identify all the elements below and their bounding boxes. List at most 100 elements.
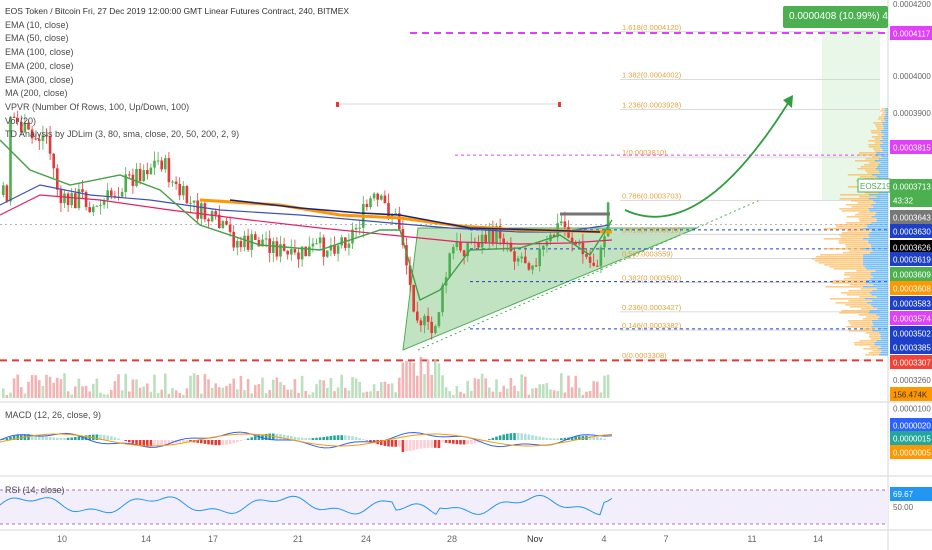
macd-histogram-bar: [354, 437, 358, 440]
volume-bar: [498, 392, 502, 398]
vpvr-bar: [868, 146, 881, 148]
macd-histogram-bar: [308, 438, 311, 440]
macd-histogram-bar: [488, 439, 491, 440]
vpvr-bar: [824, 264, 863, 266]
candle-body: [275, 241, 279, 257]
volume-bar: [372, 384, 376, 398]
volume-bar: [311, 392, 315, 398]
candle-body: [326, 250, 329, 257]
macd-histogram-bar: [106, 435, 109, 440]
vpvr-bar: [876, 152, 888, 154]
vpvr-bar: [880, 352, 888, 354]
macd-histogram-bar: [455, 440, 459, 445]
macd-histogram-bar: [538, 436, 541, 440]
study-ema-200[interactable]: EMA (200, close): [5, 60, 74, 71]
price-label-bg: [890, 224, 932, 238]
vpvr-bar: [872, 350, 882, 352]
vpvr-bar: [863, 256, 888, 258]
study-td-analysis[interactable]: TD Analysis by JDLim (3, 80, sma, close,…: [5, 129, 240, 140]
vpvr-bar: [863, 260, 888, 262]
volume-bar: [52, 382, 55, 398]
price-label-text: 0.0003609: [893, 271, 931, 280]
study-volume[interactable]: Vol (20): [5, 115, 37, 126]
vpvr-bar: [880, 110, 885, 112]
vpvr-bar: [840, 194, 869, 196]
volume-bar: [110, 389, 113, 398]
candle-body: [149, 167, 153, 175]
volume-bar: [538, 384, 541, 398]
candle-body: [228, 224, 232, 232]
candle-body: [498, 226, 502, 239]
macd-histogram-bar: [426, 440, 430, 448]
study-ma-200[interactable]: MA (200, close): [5, 88, 68, 99]
macd-histogram-bar: [495, 436, 498, 440]
volume-bar: [178, 392, 181, 398]
candle-body: [124, 174, 127, 193]
candle-body: [286, 250, 289, 255]
vpvr-bar: [859, 196, 877, 198]
study-ema-100[interactable]: EMA (100, close): [5, 47, 74, 58]
vpvr-bar: [857, 202, 876, 204]
vpvr-bar: [875, 270, 888, 272]
vpvr-bar: [850, 276, 873, 278]
candle-body: [534, 265, 538, 267]
candle-body: [300, 246, 304, 260]
volume-bar: [333, 391, 336, 398]
volume-bar: [556, 391, 559, 398]
vpvr-bar: [871, 204, 888, 206]
volume-bar: [585, 391, 588, 398]
macd-histogram-bar: [138, 440, 142, 446]
macd-histogram-bar: [228, 440, 232, 445]
volume-bar: [502, 385, 505, 398]
vpvr-bar: [846, 216, 872, 218]
macd-histogram-bar: [416, 440, 419, 450]
candle-body: [387, 203, 390, 217]
macd-title[interactable]: MACD (12, 26, close, 9): [5, 410, 102, 420]
candle-body: [74, 193, 77, 209]
vpvr-bar: [848, 290, 873, 292]
volume-bar: [106, 394, 109, 398]
study-ema-50[interactable]: EMA (50, close): [5, 33, 69, 44]
macd-line: [0, 431, 613, 449]
candle-body: [603, 236, 606, 248]
volume-bar: [174, 390, 178, 398]
vpvr-bar: [871, 326, 888, 328]
vpvr-bar: [863, 264, 888, 266]
volume-bar: [74, 386, 77, 398]
macd-histogram-bar: [56, 437, 59, 440]
volume-bar: [261, 377, 264, 398]
rsi-title[interactable]: RSI (14, close): [5, 485, 65, 495]
candle-body: [588, 256, 592, 263]
volume-bar: [466, 380, 469, 398]
macd-histogram-bar: [358, 438, 361, 440]
vpvr-bar: [884, 110, 888, 112]
macd-histogram-bar: [534, 435, 538, 440]
vpvr-bar: [843, 278, 871, 280]
volume-bar: [473, 378, 477, 398]
macd-histogram-bar: [59, 437, 63, 440]
ema-line: [0, 184, 611, 233]
vpvr-bar: [847, 174, 872, 176]
volume-bar: [300, 375, 304, 398]
macd-histogram-bar: [27, 434, 30, 440]
volume-bar: [146, 383, 149, 398]
vpvr-bar: [876, 220, 888, 222]
vpvr-bar: [868, 234, 888, 236]
study-ema-300[interactable]: EMA (300, close): [5, 74, 74, 85]
candle-body: [416, 311, 419, 321]
volume-bar: [462, 393, 466, 398]
price-label-text: 0.0003619: [893, 256, 931, 265]
ema-line: [0, 139, 613, 302]
macd-histogram-bar: [9, 436, 12, 440]
study-ema-10[interactable]: EMA (10, close): [5, 19, 69, 30]
volume-bar: [243, 390, 246, 398]
candle-body: [138, 168, 142, 182]
study-vpvr[interactable]: VPVR (Number Of Rows, 100, Up/Down, 100): [5, 101, 190, 112]
vpvr-bar: [868, 312, 888, 314]
vpvr-bar: [835, 224, 868, 226]
volume-bar: [2, 388, 5, 398]
macd-histogram-bar: [236, 440, 239, 443]
vpvr-bar: [877, 134, 884, 136]
candle-body: [146, 170, 149, 175]
